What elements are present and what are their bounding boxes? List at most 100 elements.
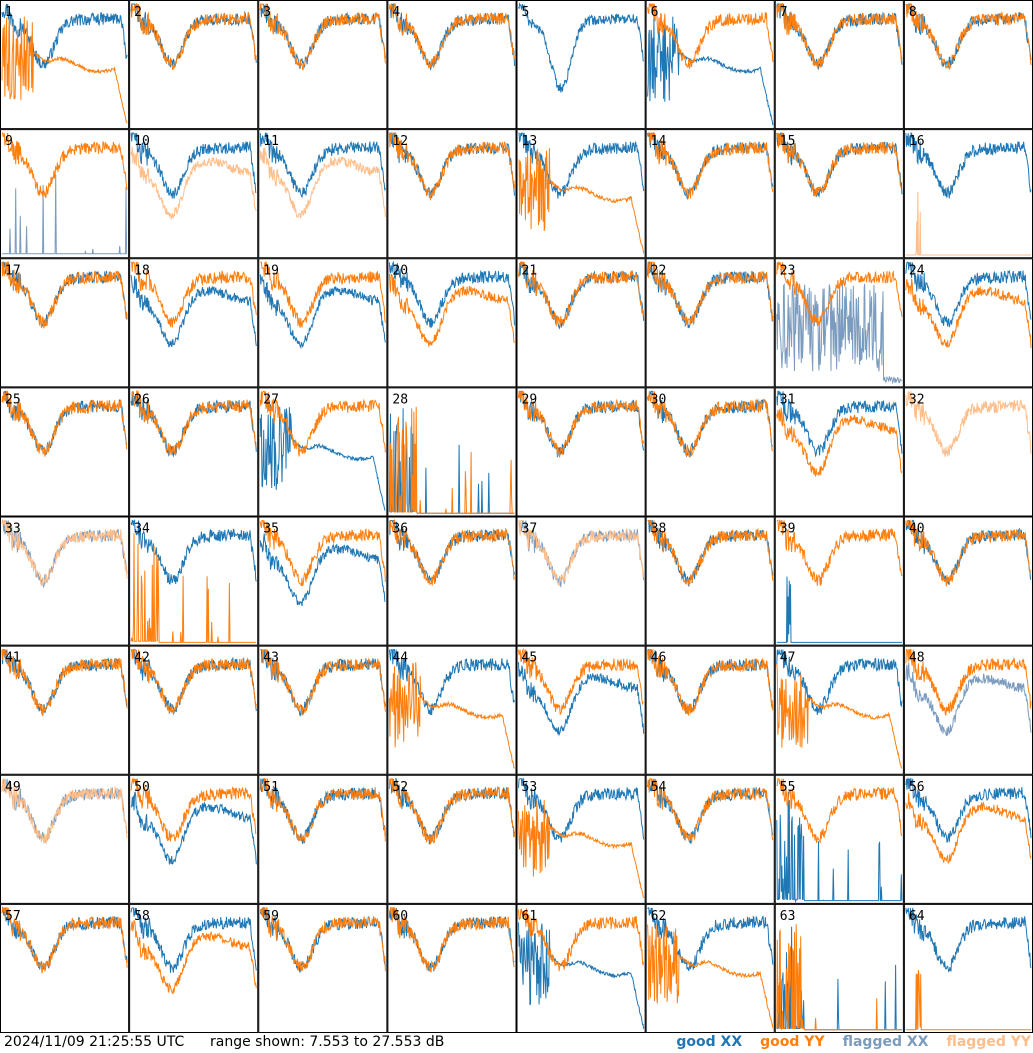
panel-label: 21 [522,263,538,278]
panel-43: 43 [258,645,388,775]
panel-60: 60 [387,903,517,1033]
panel-23: 23 [774,258,904,388]
series-xx-53 [518,778,645,843]
series-yy-43 [260,649,386,716]
panel-frame [0,0,130,130]
panel-label: 50 [134,780,150,795]
series-yy-48 [905,649,1032,716]
panel-35: 35 [258,516,388,646]
range-text: range shown: 7.553 to 27.553 dB [210,1034,445,1050]
series-xx-10 [130,131,257,199]
series-yy-37 [518,520,645,587]
panel-frame [903,129,1033,259]
panel-29: 29 [516,387,646,517]
series-yy-39 [776,518,903,586]
series-xx-1 [1,3,128,69]
panel-label: 36 [392,522,408,537]
panel-label: 35 [263,522,279,537]
series-yy-41 [1,648,128,716]
series-xx-20 [388,260,515,329]
panel-44: 44 [387,645,517,775]
panel-2: 2 [129,0,259,130]
series-yy-22 [647,261,774,326]
panel-10: 10 [129,129,259,259]
series-xx-47 [776,649,903,715]
series-xx-27 [259,404,386,511]
footer: 2024/11/09 21:25:55 UTC range shown: 7.5… [0,1033,1033,1053]
panel-label: 3 [263,5,271,20]
panel-frame [645,129,775,259]
panel-7: 7 [774,0,904,130]
series-xx-45 [518,662,645,737]
panel-frame [387,903,517,1033]
series-xx-35 [259,533,386,607]
panel-1: 1 [0,0,130,130]
panel-frame [0,129,130,259]
series-xx-39 [776,576,902,643]
panel-48: 48 [903,645,1033,775]
series-yy-51 [260,778,386,842]
panel-28: 28 [387,387,517,517]
panel-40: 40 [903,516,1033,646]
panel-36: 36 [387,516,517,646]
panel-label: 19 [263,263,279,278]
panel-label: 26 [134,392,150,407]
series-xx-55 [776,791,903,904]
panel-49: 49 [0,774,130,904]
series-yy-55 [776,778,902,844]
panel-51: 51 [258,774,388,904]
panel-4: 4 [387,0,517,130]
panel-39: 39 [774,516,904,646]
panel-label: 64 [909,909,925,924]
panel-22: 22 [645,258,775,388]
series-yy-2 [130,3,257,70]
series-xx-56 [905,778,1032,843]
panel-label: 39 [780,522,796,537]
panel-label: 17 [5,263,21,278]
panel-47: 47 [774,645,904,775]
panel-label: 41 [5,651,21,666]
panel-11: 11 [258,129,388,259]
series-yy-3 [259,3,386,71]
panel-label: 40 [909,522,925,537]
panel-55: 55 [774,774,904,904]
panel-18: 18 [129,258,259,388]
series-yy-25 [1,390,128,457]
panel-label: 45 [522,651,538,666]
series-xx-5 [518,2,645,93]
panel-label: 60 [392,909,408,924]
panel-label: 31 [780,392,796,407]
panel-label: 23 [780,263,796,278]
panel-53: 53 [516,774,646,904]
series-yy-32 [905,391,1032,457]
panel-label: 63 [780,909,796,924]
panel-5: 5 [516,0,646,130]
series-yy-52 [388,778,515,845]
panel-label: 44 [392,651,408,666]
panel-64: 64 [903,903,1033,1033]
panel-label: 62 [651,909,667,924]
panel-12: 12 [387,129,517,259]
panel-8: 8 [903,0,1033,130]
panel-label: 5 [522,5,530,20]
panel-13: 13 [516,129,646,259]
panel-frame [387,0,517,130]
series-yy-56 [905,792,1032,864]
series-yy-4 [388,2,515,70]
legend-flagged-yy: flagged YY [946,1034,1031,1050]
series-yy-42 [131,649,257,715]
panel-32: 32 [903,387,1033,517]
panel-label: 4 [392,5,400,20]
panel-label: 49 [5,780,21,795]
panel-label: 28 [392,392,408,407]
panel-label: 9 [5,134,13,149]
panel-9: 9 [0,129,130,259]
series-xx-9 [2,174,128,255]
series-yy-30 [647,391,774,458]
panel-63: 63 [774,903,904,1033]
panel-label: 30 [651,392,667,407]
series-yy-61 [518,908,645,972]
panel-frame [516,645,646,775]
panel-label: 43 [263,651,279,666]
panel-label: 10 [134,134,150,149]
